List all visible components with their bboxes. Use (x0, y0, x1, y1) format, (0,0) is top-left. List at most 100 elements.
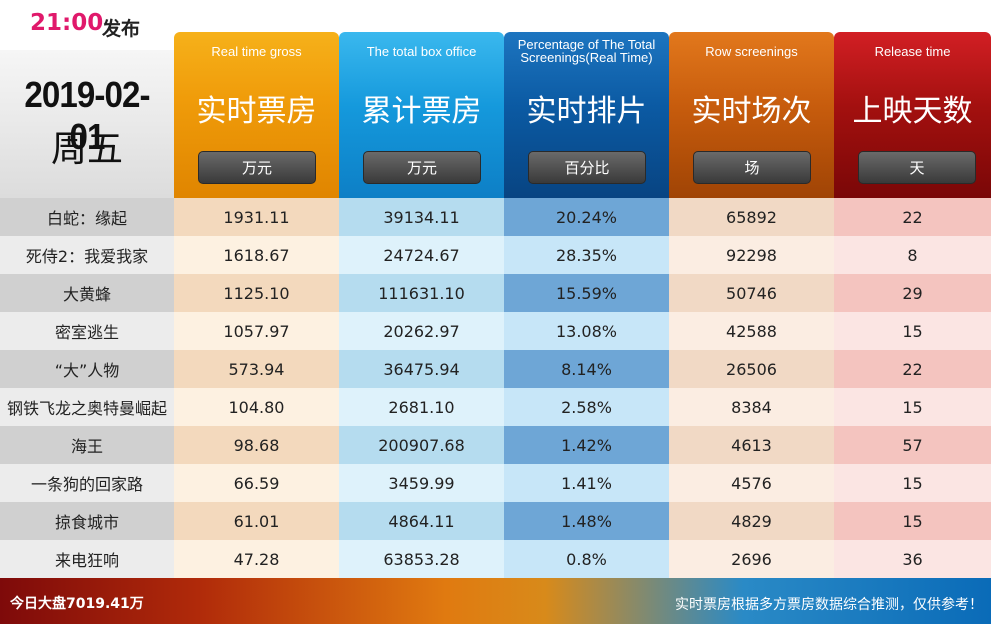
release-days-cell: 15 (834, 312, 991, 350)
realtime-gross-cell: 66.59 (174, 464, 339, 502)
column-header-en: Percentage of The Total Screenings(Real … (517, 37, 656, 65)
table-row: 大黄蜂 1125.10 111631.10 15.59% 50746 29 (0, 274, 991, 312)
realtime-gross-cell: 1931.11 (174, 198, 339, 236)
release-days-cell: 15 (834, 464, 991, 502)
movie-name: 大黄蜂 (0, 274, 174, 312)
release-days-cell: 8 (834, 236, 991, 274)
movie-name: 海王 (0, 426, 174, 464)
column-header-en: Real time gross (211, 43, 302, 59)
total-box-office-cell: 111631.10 (339, 274, 504, 312)
screening-percentage-cell: 15.59% (504, 274, 669, 312)
footer-bar: 今日大盘7019.41万 实时票房根据多方票房数据综合推测，仅供参考！ (0, 578, 991, 624)
total-box-office-cell: 36475.94 (339, 350, 504, 388)
unit-badge: 场 (693, 151, 811, 184)
unit-badge: 万元 (363, 151, 481, 184)
release-days-cell: 57 (834, 426, 991, 464)
realtime-gross-cell: 104.80 (174, 388, 339, 426)
movie-name: 白蛇：缘起 (0, 198, 174, 236)
screening-percentage-cell: 20.24% (504, 198, 669, 236)
column-header-cn: 累计票房 (361, 94, 482, 129)
release-days-cell: 22 (834, 350, 991, 388)
total-box-office-cell: 200907.68 (339, 426, 504, 464)
realtime-gross-cell: 61.01 (174, 502, 339, 540)
release-days-cell: 15 (834, 502, 991, 540)
table-row: “大”人物 573.94 36475.94 8.14% 26506 22 (0, 350, 991, 388)
table-row: 钢铁飞龙之奥特曼崛起 104.80 2681.10 2.58% 8384 15 (0, 388, 991, 426)
column-header-realtime-gross: Real time gross 实时票房 万元 (174, 32, 339, 198)
release-days-cell: 22 (834, 198, 991, 236)
table-row: 海王 98.68 200907.68 1.42% 4613 57 (0, 426, 991, 464)
screenings-cell: 4829 (669, 502, 834, 540)
screenings-cell: 92298 (669, 236, 834, 274)
unit-badge: 万元 (198, 151, 316, 184)
screenings-cell: 4576 (669, 464, 834, 502)
realtime-gross-cell: 1125.10 (174, 274, 339, 312)
total-box-office-cell: 39134.11 (339, 198, 504, 236)
total-box-office-cell: 20262.97 (339, 312, 504, 350)
column-header-cn: 实时场次 (691, 94, 812, 129)
realtime-gross-cell: 1618.67 (174, 236, 339, 274)
screening-percentage-cell: 28.35% (504, 236, 669, 274)
screenings-cell: 50746 (669, 274, 834, 312)
movie-name: 来电狂响 (0, 540, 174, 578)
disclaimer-text: 实时票房根据多方票房数据综合推测，仅供参考！ (675, 597, 983, 613)
screening-percentage-cell: 2.58% (504, 388, 669, 426)
movie-name: 钢铁飞龙之奥特曼崛起 (0, 388, 174, 426)
total-box-office-cell: 4864.11 (339, 502, 504, 540)
movie-name: 死侍2：我爱我家 (0, 236, 174, 274)
screenings-cell: 4613 (669, 426, 834, 464)
screening-percentage-cell: 8.14% (504, 350, 669, 388)
realtime-gross-cell: 573.94 (174, 350, 339, 388)
release-days-cell: 15 (834, 388, 991, 426)
column-header-total-box-office: The total box office 累计票房 万元 (339, 32, 504, 198)
column-header-en: Row screenings (705, 43, 798, 59)
screenings-cell: 26506 (669, 350, 834, 388)
column-header-en: Release time (874, 43, 951, 59)
movie-name: “大”人物 (0, 350, 174, 388)
daily-total-text: 今日大盘7019.41万 (10, 596, 144, 612)
screenings-cell: 8384 (669, 388, 834, 426)
column-header-cn: 上映天数 (852, 94, 973, 129)
screenings-cell: 2696 (669, 540, 834, 578)
movie-name: 密室逃生 (0, 312, 174, 350)
screening-percentage-cell: 1.41% (504, 464, 669, 502)
screening-percentage-cell: 0.8% (504, 540, 669, 578)
unit-badge: 天 (858, 151, 976, 184)
realtime-gross-cell: 98.68 (174, 426, 339, 464)
total-box-office-cell: 2681.10 (339, 388, 504, 426)
release-label: 发布 (102, 18, 141, 40)
table-row: 掠食城市 61.01 4864.11 1.48% 4829 15 (0, 502, 991, 540)
column-header-row-screenings: Row screenings 实时场次 场 (669, 32, 834, 198)
column-header-cn: 实时排片 (526, 94, 647, 129)
column-header-screening-percentage: Percentage of The Total Screenings(Real … (504, 32, 669, 198)
release-days-cell: 36 (834, 540, 991, 578)
movie-name: 一条狗的回家路 (0, 464, 174, 502)
release-days-cell: 29 (834, 274, 991, 312)
column-header-cn: 实时票房 (196, 94, 317, 129)
column-header-release-days: Release time 上映天数 天 (834, 32, 991, 198)
table-row: 白蛇：缘起 1931.11 39134.11 20.24% 65892 22 (0, 198, 991, 236)
table-row: 死侍2：我爱我家 1618.67 24724.67 28.35% 92298 8 (0, 236, 991, 274)
top-bar: 21:00 发布 (0, 0, 991, 40)
total-box-office-cell: 3459.99 (339, 464, 504, 502)
screening-percentage-cell: 13.08% (504, 312, 669, 350)
screening-percentage-cell: 1.48% (504, 502, 669, 540)
table-row: 一条狗的回家路 66.59 3459.99 1.41% 4576 15 (0, 464, 991, 502)
realtime-gross-cell: 47.28 (174, 540, 339, 578)
screenings-cell: 42588 (669, 312, 834, 350)
release-time: 21:00 (30, 10, 104, 36)
screening-percentage-cell: 1.42% (504, 426, 669, 464)
movie-name: 掠食城市 (0, 502, 174, 540)
screenings-cell: 65892 (669, 198, 834, 236)
column-header-en: The total box office (366, 43, 477, 59)
unit-badge: 百分比 (528, 151, 646, 184)
weekday-text: 周五 (50, 129, 123, 170)
table-row: 来电狂响 47.28 63853.28 0.8% 2696 36 (0, 540, 991, 578)
date-panel: 2019-02-01 周五 (0, 50, 174, 198)
date-text: 2019-02-01 (24, 74, 150, 157)
total-box-office-cell: 24724.67 (339, 236, 504, 274)
table-row: 密室逃生 1057.97 20262.97 13.08% 42588 15 (0, 312, 991, 350)
total-box-office-cell: 63853.28 (339, 540, 504, 578)
realtime-gross-cell: 1057.97 (174, 312, 339, 350)
box-office-table: 白蛇：缘起 1931.11 39134.11 20.24% 65892 22 死… (0, 198, 991, 578)
